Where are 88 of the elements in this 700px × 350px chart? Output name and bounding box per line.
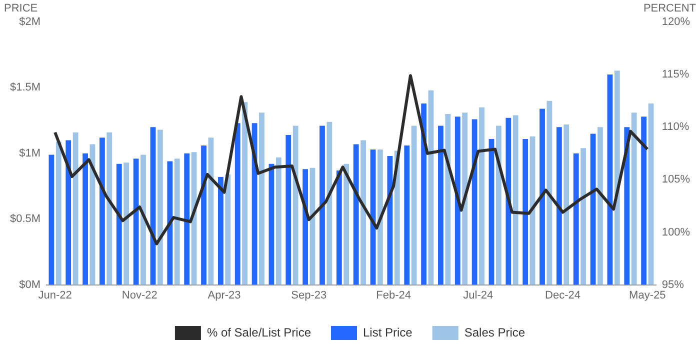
x-tick-label: Nov-22 xyxy=(122,289,158,302)
y-tick-label: $2M xyxy=(19,16,41,28)
bar xyxy=(488,138,494,285)
y2-tick-label: 120% xyxy=(662,16,690,28)
bar xyxy=(268,164,274,285)
bar xyxy=(116,164,122,285)
bar xyxy=(496,126,502,285)
y2-tick-label: 105% xyxy=(662,174,690,186)
bar xyxy=(242,102,248,285)
bar xyxy=(648,103,654,285)
bar xyxy=(540,108,545,285)
x-tick-label: Jun-22 xyxy=(38,289,72,302)
bar xyxy=(225,174,231,285)
y-tick-label: $0.5M xyxy=(10,213,41,226)
bar xyxy=(546,100,552,285)
bar xyxy=(82,153,88,285)
bar xyxy=(302,169,308,285)
bar xyxy=(167,161,173,285)
y2-tick-label: 115% xyxy=(662,68,690,81)
x-tick-label: Sep-23 xyxy=(291,289,327,302)
bar xyxy=(276,157,282,285)
bar xyxy=(479,107,484,285)
bar xyxy=(106,132,112,285)
bar xyxy=(326,122,332,285)
bar xyxy=(100,138,105,285)
bar xyxy=(157,130,163,285)
bar xyxy=(428,90,434,285)
bar xyxy=(421,103,426,285)
bar xyxy=(631,112,637,285)
bar xyxy=(360,140,366,285)
bar xyxy=(234,123,240,285)
bar xyxy=(174,158,180,285)
bar xyxy=(438,126,444,285)
bar xyxy=(445,114,451,285)
x-tick-label: Dec-24 xyxy=(545,289,581,302)
bar xyxy=(411,126,417,285)
bar xyxy=(184,153,190,285)
bar xyxy=(66,140,72,285)
bar xyxy=(201,146,206,285)
bar xyxy=(344,164,350,285)
bar xyxy=(124,162,130,285)
bar xyxy=(564,124,570,285)
bar xyxy=(462,112,468,285)
y-tick-label: $0M xyxy=(19,278,41,291)
bar xyxy=(48,154,54,285)
bar xyxy=(607,74,613,285)
bar xyxy=(378,149,383,285)
legend-label: % of Sale/List Price xyxy=(206,325,312,340)
y-tick-label: $1M xyxy=(19,147,41,160)
bar xyxy=(624,127,630,285)
bar xyxy=(512,115,518,285)
y2-tick-label: 95% xyxy=(662,278,684,291)
bar xyxy=(472,119,478,285)
bar xyxy=(320,126,325,285)
bar xyxy=(353,144,359,285)
bar xyxy=(259,112,264,285)
legend-label: List Price xyxy=(363,325,413,340)
bar xyxy=(404,146,410,285)
bar xyxy=(387,156,393,285)
bar xyxy=(286,135,292,285)
legend-label: Sales Price xyxy=(464,325,526,340)
bar xyxy=(292,126,298,285)
x-tick-label: Feb-24 xyxy=(376,289,411,302)
bar xyxy=(522,138,528,285)
bar xyxy=(218,177,224,285)
y2-tick-label: 110% xyxy=(662,121,690,134)
bar xyxy=(133,158,139,285)
bar xyxy=(506,118,512,285)
bar xyxy=(140,154,146,285)
bar xyxy=(556,127,562,285)
y-axis-title: PRICE xyxy=(4,2,38,15)
bar xyxy=(598,127,603,285)
bar xyxy=(641,116,647,285)
bar xyxy=(614,70,620,285)
x-tick-label: Apr-23 xyxy=(208,289,241,302)
bar xyxy=(454,116,460,285)
bar xyxy=(590,134,596,285)
y-tick-label: $1.5M xyxy=(10,82,41,94)
x-tick-label: May-25 xyxy=(629,289,666,302)
bar xyxy=(580,148,586,285)
bar xyxy=(72,132,78,285)
bar xyxy=(573,153,579,285)
bar xyxy=(336,170,342,285)
y2-axis-title: PERCENT xyxy=(643,2,696,15)
bar xyxy=(56,142,62,285)
x-tick-label: Jul-24 xyxy=(463,289,494,302)
y2-tick-label: 100% xyxy=(662,226,690,238)
bar xyxy=(208,138,214,285)
